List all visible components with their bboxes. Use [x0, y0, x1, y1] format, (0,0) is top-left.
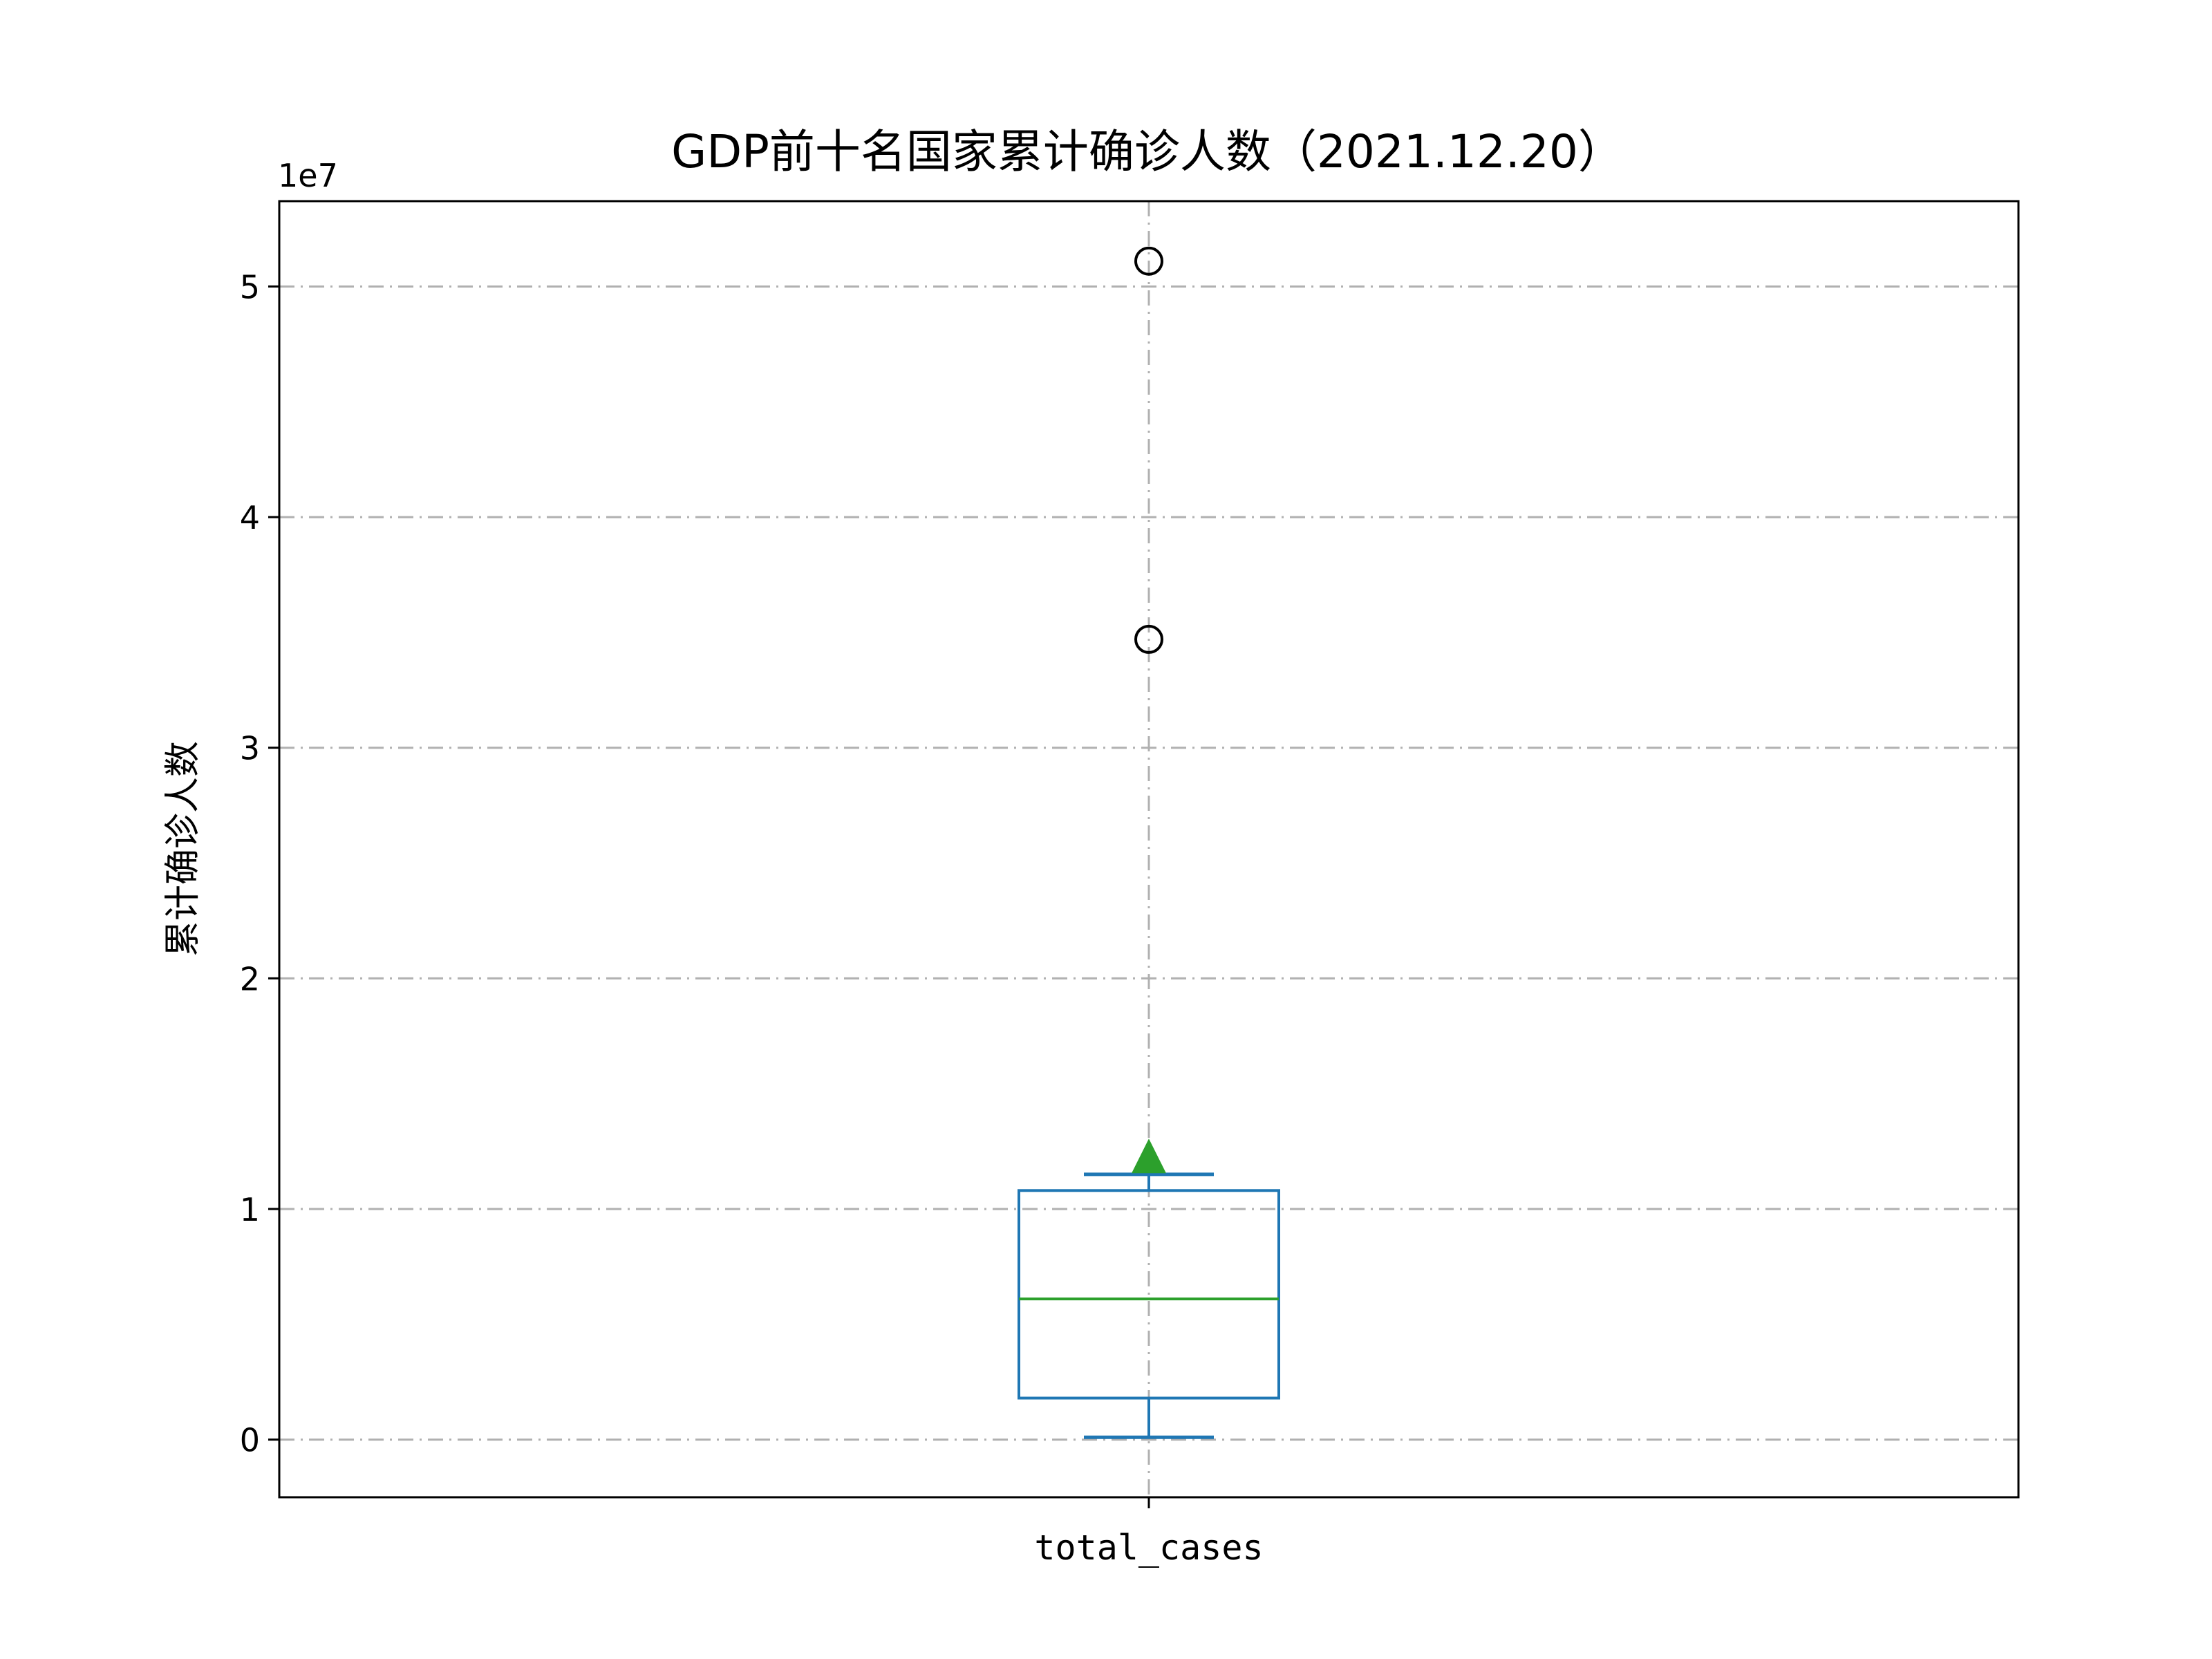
interquartile-box: [1018, 1189, 1280, 1400]
y-tick-label-4: 4: [240, 499, 260, 536]
y-tick-label-2: 2: [240, 960, 260, 997]
y-axis-ticks: 0 1 2 3 4 5: [240, 268, 279, 1459]
y-tick-label-0: 0: [240, 1422, 260, 1459]
box-plot-series: [1018, 246, 1280, 1439]
y-axis-label: 累计确诊人数: [162, 741, 204, 957]
mean-marker: [1132, 1138, 1166, 1174]
y-tick-label-3: 3: [240, 730, 260, 767]
grid-lines: [279, 201, 2018, 1497]
y-tick-label-5: 5: [240, 268, 260, 306]
x-tick-label-0: total_cases: [1034, 1528, 1263, 1568]
chart-title: GDP前十名国家累计确诊人数（2021.12.20）: [671, 125, 1624, 178]
outlier-point-0: [1134, 624, 1163, 654]
x-axis-ticks: total_cases: [1034, 1497, 1264, 1568]
outlier-point-1: [1134, 246, 1163, 276]
y-axis-offset-label: 1e7: [278, 157, 338, 194]
y-tick-label-1: 1: [240, 1191, 260, 1228]
